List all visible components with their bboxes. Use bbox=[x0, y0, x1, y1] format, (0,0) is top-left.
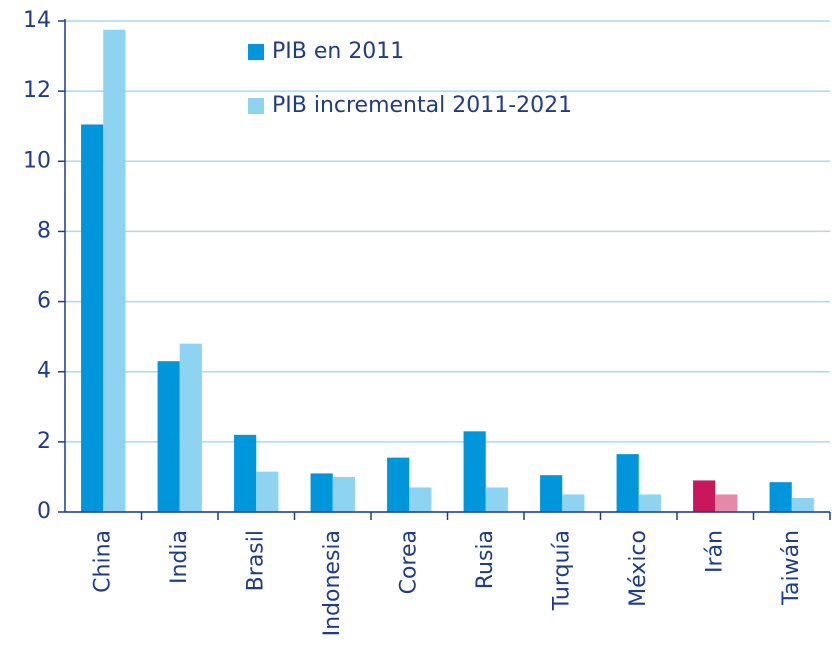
bar bbox=[616, 454, 639, 512]
bar bbox=[562, 494, 585, 512]
bar bbox=[332, 476, 355, 512]
bar bbox=[157, 361, 180, 512]
x-tick-label: Taiwán bbox=[779, 530, 804, 606]
bar bbox=[256, 471, 279, 512]
x-tick-label: Corea bbox=[396, 530, 421, 594]
x-tick-label: Brasil bbox=[243, 530, 268, 591]
bar bbox=[81, 124, 104, 512]
y-tick-label: 8 bbox=[37, 218, 51, 243]
y-tick-label: 12 bbox=[23, 78, 51, 103]
bar bbox=[463, 431, 486, 512]
legend-swatch bbox=[248, 44, 264, 60]
x-tick-label: Indonesia bbox=[320, 530, 345, 636]
bar bbox=[387, 457, 410, 512]
bar bbox=[409, 487, 432, 512]
legend-label: PIB incremental 2011-2021 bbox=[272, 93, 572, 118]
x-tick-label: Turquía bbox=[549, 530, 574, 611]
bar bbox=[485, 487, 508, 512]
bar bbox=[791, 497, 814, 512]
bar bbox=[715, 494, 738, 512]
y-tick-label: 6 bbox=[37, 289, 51, 314]
legend-label: PIB en 2011 bbox=[272, 39, 404, 64]
legend-swatch bbox=[248, 98, 264, 114]
x-tick-label: India bbox=[167, 530, 192, 584]
x-tick-label: Irán bbox=[702, 530, 727, 573]
x-tick-label: China bbox=[90, 530, 115, 593]
y-tick-label: 10 bbox=[23, 148, 51, 173]
x-tick-label: Rusia bbox=[473, 530, 498, 589]
bar bbox=[540, 475, 563, 512]
bar bbox=[310, 473, 333, 512]
bar bbox=[179, 343, 202, 512]
y-tick-label: 2 bbox=[37, 429, 51, 454]
bar bbox=[638, 494, 661, 512]
x-tick-label: México bbox=[626, 530, 651, 607]
bar bbox=[769, 482, 792, 512]
y-tick-label: 14 bbox=[23, 8, 51, 33]
bar bbox=[103, 29, 126, 513]
y-tick-label: 0 bbox=[37, 499, 51, 524]
bar bbox=[234, 434, 257, 512]
bar bbox=[693, 480, 716, 512]
y-tick-label: 4 bbox=[37, 359, 51, 384]
